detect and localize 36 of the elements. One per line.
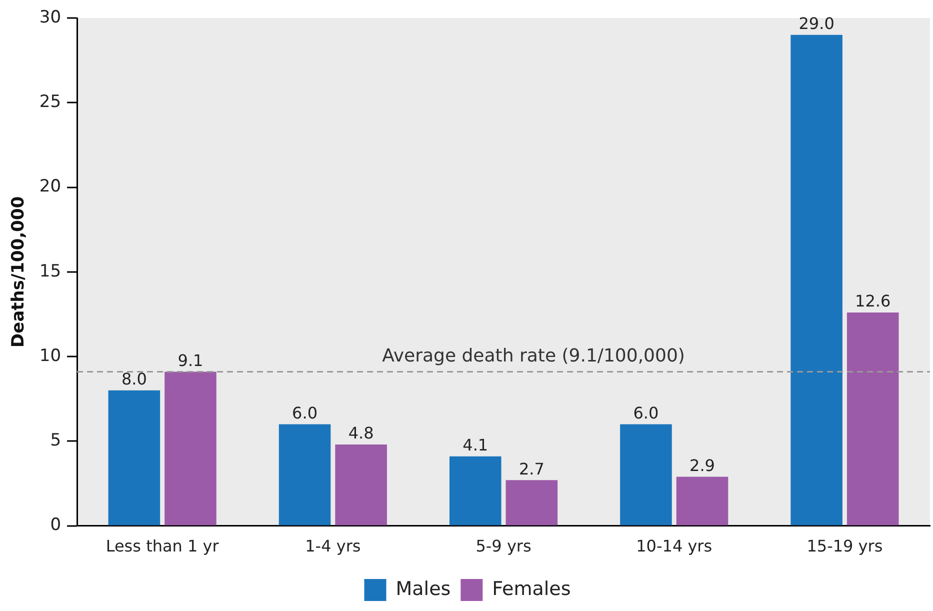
x-tick-label: Less than 1 yr (106, 536, 220, 556)
y-tick-label: 5 (50, 430, 62, 451)
bar (506, 480, 558, 526)
x-tick-label: 10-14 yrs (636, 536, 712, 556)
y-tick-label: 0 (50, 515, 62, 536)
y-tick-label: 15 (39, 261, 62, 282)
data-label: 9.1 (178, 350, 204, 370)
y-tick-label: 25 (39, 92, 62, 112)
data-label: 2.7 (518, 459, 544, 478)
data-label: 4.8 (348, 424, 374, 443)
data-label: 4.1 (462, 436, 488, 455)
data-label: 6.0 (633, 403, 659, 422)
legend-label: Females (492, 578, 571, 600)
bar (164, 372, 216, 526)
y-tick-label: 10 (39, 346, 62, 366)
x-tick-label: 1-4 yrs (305, 536, 361, 556)
bar (790, 34, 842, 526)
y-axis-title: Deaths/100,000 (8, 196, 29, 348)
legend-label: Males (396, 578, 451, 600)
ref-line-label: Average death rate (9.1/100,000) (382, 345, 685, 366)
data-label: 8.0 (121, 370, 147, 389)
data-label: 29.0 (798, 14, 834, 34)
data-label: 6.0 (292, 403, 318, 422)
bar (108, 390, 160, 526)
bar (620, 424, 672, 526)
data-label: 2.9 (690, 456, 715, 475)
bar (846, 312, 899, 526)
bar (676, 476, 728, 526)
bar (278, 424, 331, 526)
data-label: 12.6 (855, 292, 891, 311)
x-tick-label: 5-9 yrs (476, 536, 532, 556)
y-tick-label: 20 (39, 176, 62, 197)
bar (335, 444, 387, 526)
x-tick-label: 15-19 yrs (806, 536, 883, 556)
bar (449, 456, 502, 526)
y-tick-label: 30 (39, 7, 62, 28)
